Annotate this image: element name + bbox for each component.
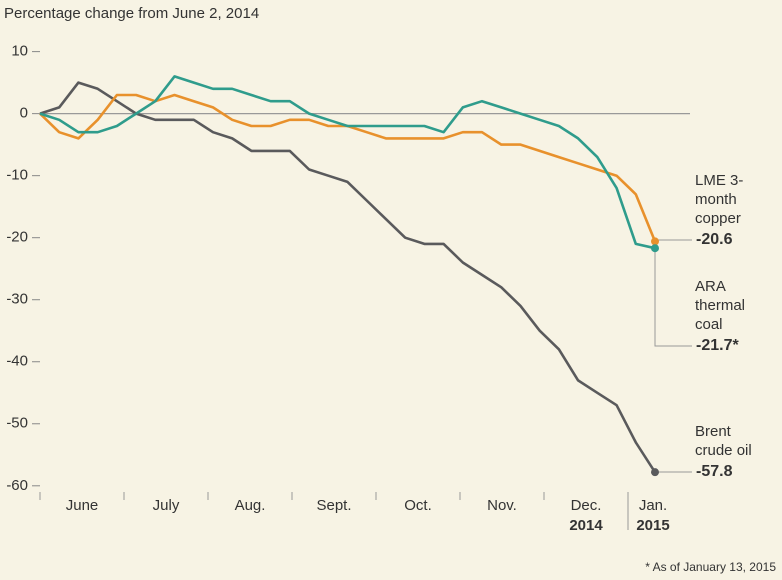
x-tick-sublabel: 2015	[636, 517, 669, 534]
y-tick-label: -40	[6, 353, 28, 370]
y-tick-label: -60	[6, 477, 28, 494]
x-tick-label: Dec.	[571, 497, 602, 514]
y-tick-label: 0	[20, 105, 28, 122]
y-tick-label: -10	[6, 167, 28, 184]
x-tick-label: Aug.	[235, 497, 266, 514]
end-dot	[651, 468, 659, 477]
leader-line	[654, 248, 692, 347]
series-line	[39, 81, 657, 473]
leader-line	[654, 239, 692, 242]
end-value-label: -57.8	[696, 463, 733, 480]
y-tick-label: 10	[11, 43, 28, 60]
x-tick-label: Jan.	[639, 497, 667, 514]
x-tick-label: Sept.	[316, 497, 351, 514]
x-tick-label: Nov.	[487, 497, 517, 514]
x-tick-label: Oct.	[404, 497, 432, 514]
end-value-label: -21.7*	[696, 337, 739, 354]
y-tick-label: -50	[6, 415, 28, 432]
x-tick-label: July	[153, 497, 180, 514]
end-dot	[651, 237, 659, 246]
legend-label: Brent crude oil	[695, 423, 752, 459]
x-tick-label: June	[66, 497, 99, 514]
x-tick-sublabel: 2014	[569, 517, 603, 534]
legend-label: LME 3-month copper	[695, 172, 744, 227]
series-line	[39, 75, 656, 250]
legend-label: ARA thermal coal	[695, 278, 746, 333]
y-tick-label: -30	[6, 291, 28, 308]
y-tick-label: -20	[6, 229, 28, 246]
end-dot	[651, 244, 659, 253]
footnote: * As of January 13, 2015	[645, 560, 776, 574]
end-value-label: -20.6	[696, 231, 733, 248]
chart-title: Percentage change from June 2, 2014	[4, 5, 259, 22]
